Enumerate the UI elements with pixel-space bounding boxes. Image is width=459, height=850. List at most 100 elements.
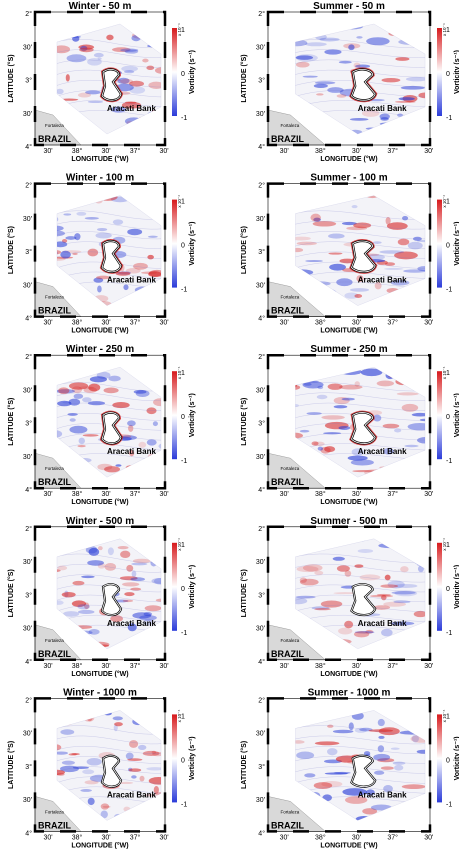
vorticity-patch <box>317 446 324 451</box>
y-tick-label: 2° <box>25 696 32 704</box>
y-tick-label: 2° <box>25 353 32 361</box>
map-panel: Summer - 100 m Fortaleza BRAZIL Aracati Ban… <box>240 173 459 335</box>
vorticity-patch <box>130 577 146 582</box>
vorticity-patch <box>304 773 316 778</box>
vorticity-patch <box>336 278 353 287</box>
city-label: Fortaleza <box>45 295 64 300</box>
colorbar-label: Vorticity (s⁻¹) <box>189 736 196 780</box>
vorticity-patch <box>305 259 323 263</box>
vorticity-patch <box>108 375 121 382</box>
vorticity-patch <box>97 227 108 232</box>
vorticity-patch <box>348 722 354 731</box>
vorticity-patch <box>78 92 91 98</box>
colorbar-tick-label: 1 <box>181 199 185 206</box>
map-panel: Summer - 50 m Fortaleza BRAZIL Aracati Bank… <box>240 1 459 163</box>
map-panel: Summer - 250 m Fortaleza BRAZIL Aracati Ban… <box>240 344 459 506</box>
colorbar-label: Vorticity (s⁻¹) <box>189 565 196 609</box>
bank-inner <box>351 69 376 101</box>
vorticity-patch <box>419 418 426 422</box>
vorticity-patch <box>393 600 411 604</box>
frame-dash <box>33 697 167 833</box>
vorticity-patch <box>401 784 426 790</box>
vorticity-patch <box>97 285 102 293</box>
vorticity-patch <box>377 745 385 753</box>
vorticity-patch <box>115 464 122 467</box>
vorticity-patch <box>417 436 426 444</box>
vorticity-patch <box>403 269 426 273</box>
y-tick-label: 3° <box>258 77 265 85</box>
vorticity-patch <box>138 441 147 448</box>
vorticity-patch <box>126 564 134 572</box>
vorticity-patch <box>380 117 389 121</box>
vorticity-patch <box>142 750 160 756</box>
vorticity-patch <box>129 740 139 748</box>
x-axis-label: LONGITUDE (°W) <box>320 841 377 849</box>
vorticity-patch <box>71 753 80 756</box>
vorticity-patch <box>96 371 111 379</box>
vorticity-patch <box>299 578 319 586</box>
vorticity-patch <box>129 450 135 457</box>
y-tick-label: 30' <box>256 216 265 223</box>
country-label: BRAZIL <box>271 306 304 316</box>
vorticity-patch <box>63 611 80 617</box>
vorticity-patch <box>114 722 123 727</box>
vorticity-patch <box>344 796 368 804</box>
frame-dash <box>33 10 167 147</box>
vorticity-patch <box>416 239 426 243</box>
vorticity-patch <box>407 241 423 250</box>
vorticity-patch <box>333 396 350 405</box>
vorticity-patch <box>359 574 381 581</box>
y-tick-label: 2° <box>25 10 32 18</box>
y-tick-label: 30' <box>23 282 32 289</box>
vorticity-patch <box>85 90 101 95</box>
vorticity-patch <box>320 600 343 608</box>
city-label: Fortaleza <box>45 123 64 128</box>
vorticity-patch <box>129 86 146 94</box>
vorticity-patch <box>154 792 161 795</box>
vorticity-patch <box>295 432 303 439</box>
vorticity-patch <box>86 758 102 766</box>
vorticity-patch <box>57 230 66 237</box>
vorticity-patch <box>306 412 322 415</box>
vorticity-patch <box>390 621 415 626</box>
vorticity-patch <box>93 277 104 283</box>
y-tick-label: 3° <box>25 420 32 428</box>
vorticity-patch <box>387 580 405 589</box>
city-label: Fortaleza <box>280 638 299 643</box>
map-panel: Winter - 100 m Fortaleza BRAZIL Aracati Ban… <box>7 173 196 335</box>
panel-title: Summer - 1000 m <box>308 687 391 698</box>
y-tick-label: 2° <box>258 353 265 361</box>
vorticity-patch <box>381 594 387 601</box>
y-tick-label: 30' <box>256 111 265 118</box>
x-tick-label: 37° <box>387 662 398 670</box>
vorticity-patch <box>302 564 323 572</box>
colorbar-exponent: x 10⁻⁴ <box>177 710 182 723</box>
frame-dash <box>33 182 167 318</box>
colorbar-tick-label: 0 <box>181 243 185 250</box>
vorticity-patch <box>133 389 147 394</box>
vorticity-patch <box>123 284 129 291</box>
colorbar-tick-label: 0 <box>181 757 185 764</box>
x-tick-label: 38° <box>72 319 83 327</box>
vorticity-patch <box>295 55 313 60</box>
vorticity-patch <box>384 267 404 270</box>
colorbar-tick-label: 0 <box>446 71 450 78</box>
vorticity-patch <box>117 77 130 84</box>
bank-label: Aracati Bank <box>358 276 407 285</box>
x-tick-label: 30' <box>43 148 52 155</box>
vorticity-patch <box>146 407 157 415</box>
panel-title: Winter - 100 m <box>66 173 134 184</box>
vorticity-patch <box>72 580 85 586</box>
bank-label: Aracati Bank <box>107 447 156 456</box>
vorticity-patch <box>411 412 426 417</box>
vorticity-patch <box>295 595 316 599</box>
vorticity-patch <box>148 269 161 277</box>
bank-label: Aracati Bank <box>358 619 407 628</box>
vorticity-patch <box>153 577 161 585</box>
colorbar-label: Vorticity (s⁻¹) <box>454 50 459 94</box>
vorticity-patch <box>137 744 147 750</box>
x-tick-label: 30' <box>159 834 168 841</box>
vorticity-patch <box>142 58 149 63</box>
vorticity-patch <box>124 592 135 597</box>
x-tick-label: 38° <box>72 147 83 155</box>
